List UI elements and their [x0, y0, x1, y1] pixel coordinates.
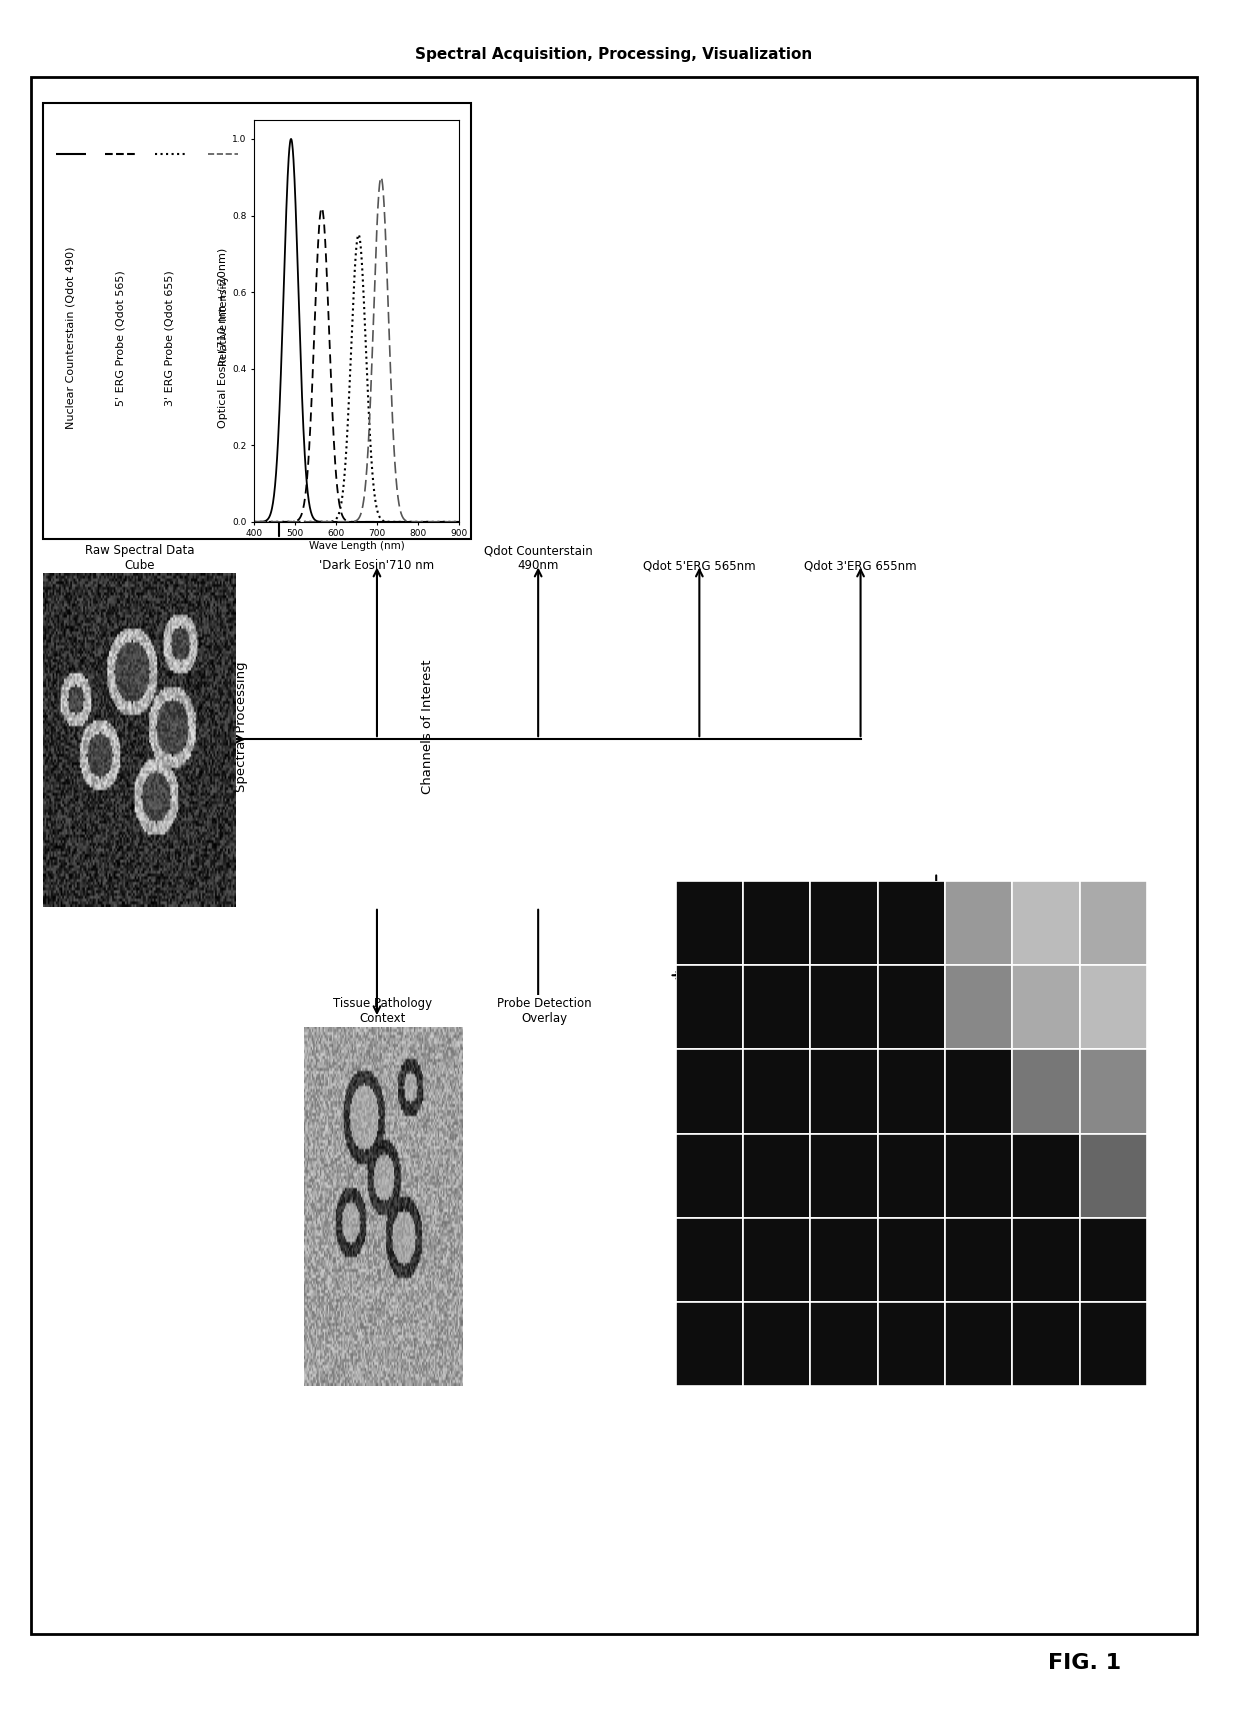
- Bar: [945, 1302, 1012, 1386]
- Bar: [945, 1049, 1012, 1134]
- Bar: [1012, 881, 1080, 965]
- Bar: [878, 965, 945, 1049]
- Bar: [743, 1218, 811, 1302]
- Title: Tissue Pathology
Context: Tissue Pathology Context: [334, 998, 433, 1025]
- Bar: [1080, 881, 1147, 965]
- Text: FIG. 1: FIG. 1: [1049, 1653, 1121, 1673]
- Bar: [1080, 1134, 1147, 1218]
- Bar: [945, 1134, 1012, 1218]
- Text: Spectral Acquisition, Processing, Visualization: Spectral Acquisition, Processing, Visual…: [415, 48, 812, 62]
- Bar: [676, 1302, 743, 1386]
- Bar: [1080, 1049, 1147, 1134]
- Bar: [743, 1302, 811, 1386]
- X-axis label: Wave Length (nm): Wave Length (nm): [309, 541, 404, 551]
- Text: Nuclear Counterstain (Qdot 490): Nuclear Counterstain (Qdot 490): [66, 246, 76, 429]
- Bar: [1080, 1218, 1147, 1302]
- Bar: [743, 965, 811, 1049]
- Bar: [945, 1218, 1012, 1302]
- Bar: [878, 1302, 945, 1386]
- Title: Qdot Counterstain
490nm: Qdot Counterstain 490nm: [484, 544, 593, 571]
- Text: Visualization: Visualization: [763, 932, 775, 1018]
- Text: Spectral Processing: Spectral Processing: [236, 662, 248, 792]
- Title: Qdot 3'ERG 655nm: Qdot 3'ERG 655nm: [805, 559, 916, 571]
- Bar: [676, 1218, 743, 1302]
- Bar: [1080, 965, 1147, 1049]
- Bar: [878, 1218, 945, 1302]
- Bar: [945, 965, 1012, 1049]
- Text: Scoring Assistant: Scoring Assistant: [930, 994, 942, 1110]
- Bar: [945, 881, 1012, 965]
- Text: 5' ERG Probe (Qdot 565): 5' ERG Probe (Qdot 565): [115, 270, 125, 406]
- Title: 'Dark Eosin'710 nm: 'Dark Eosin'710 nm: [320, 559, 434, 571]
- Text: Optical Eosin (710 nm +/-20nm): Optical Eosin (710 nm +/-20nm): [218, 248, 228, 428]
- Bar: [811, 1218, 878, 1302]
- Bar: [811, 1049, 878, 1134]
- Bar: [743, 1049, 811, 1134]
- Bar: [878, 881, 945, 965]
- Bar: [1012, 1302, 1080, 1386]
- Bar: [1012, 1049, 1080, 1134]
- Bar: [878, 1134, 945, 1218]
- Bar: [811, 1302, 878, 1386]
- Y-axis label: Relative Intensity: Relative Intensity: [219, 275, 229, 366]
- Bar: [676, 965, 743, 1049]
- Bar: [43, 103, 471, 539]
- Bar: [743, 1134, 811, 1218]
- Bar: [878, 1049, 945, 1134]
- Text: 3' ERG Probe (Qdot 655): 3' ERG Probe (Qdot 655): [165, 270, 175, 406]
- Bar: [811, 881, 878, 965]
- Text: Channels of Interest: Channels of Interest: [422, 660, 434, 794]
- Bar: [1080, 1302, 1147, 1386]
- Bar: [743, 881, 811, 965]
- Bar: [1012, 1134, 1080, 1218]
- Bar: [811, 965, 878, 1049]
- Bar: [676, 1134, 743, 1218]
- Title: Raw Spectral Data
Cube: Raw Spectral Data Cube: [84, 544, 195, 571]
- Title: Qdot 5'ERG 565nm: Qdot 5'ERG 565nm: [644, 559, 755, 571]
- Bar: [1012, 1218, 1080, 1302]
- Bar: [676, 1049, 743, 1134]
- Bar: [811, 1134, 878, 1218]
- Bar: [1012, 965, 1080, 1049]
- Title: Probe Detection
Overlay: Probe Detection Overlay: [497, 998, 591, 1025]
- Bar: [676, 881, 743, 965]
